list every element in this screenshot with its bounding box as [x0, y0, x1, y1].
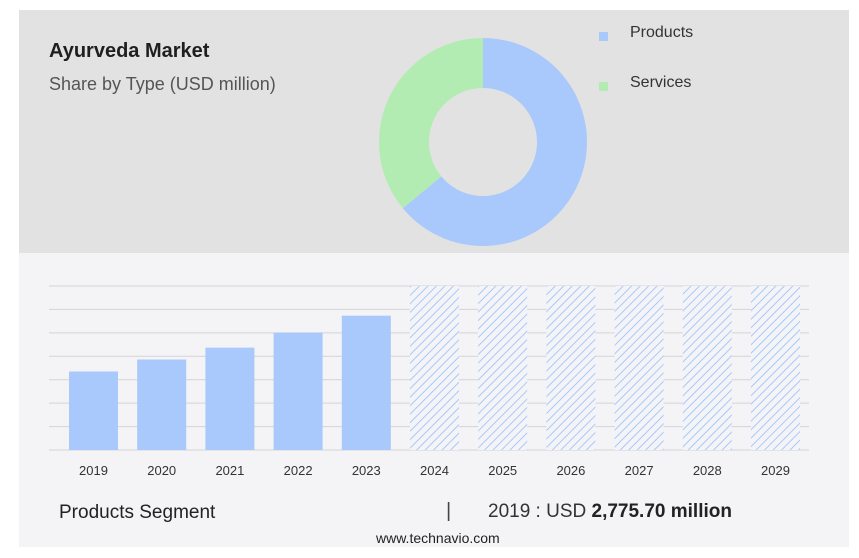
donut-slice-products	[402, 38, 587, 246]
bar-2021	[205, 347, 255, 450]
stat-prefix: 2019 : USD	[488, 501, 587, 522]
footer-divider: |	[446, 500, 452, 522]
bar-chart-area: 2019 2020 2021 2022 2023 2024 2025 2026 2027 2028…	[19, 253, 849, 483]
x-tick-label-2021: 2021	[215, 463, 244, 478]
forecast-bar-2024	[410, 286, 459, 450]
legend-label-products: Products	[630, 24, 694, 41]
forecast-bar-2025	[478, 286, 528, 450]
x-tick-label-2020: 2020	[147, 463, 176, 478]
x-tick-label-2025: 2025	[488, 463, 517, 478]
legend-swatch-products	[599, 32, 608, 41]
infographic-card: Ayurveda Market Share by Type (USD milli…	[19, 10, 849, 547]
stat-value: 2,775.70 million	[591, 501, 732, 522]
x-tick-label-2023: 2023	[352, 463, 381, 478]
share-panel: Ayurveda Market Share by Type (USD milli…	[19, 10, 849, 253]
chart-subtitle: Share by Type (USD million)	[49, 74, 276, 94]
forecast-bar-2026	[546, 286, 596, 450]
legend-swatch-services	[599, 82, 608, 91]
segment-label: Products Segment	[59, 502, 216, 523]
forecast-bar-2028	[682, 286, 732, 450]
donut-chart	[378, 38, 587, 246]
x-tick-label-2028: 2028	[693, 463, 722, 478]
forecast-bar-2027	[614, 286, 664, 450]
website-link[interactable]: www.technavio.com	[376, 530, 500, 546]
segment-stat: 2019 : USD 2,775.70 million	[488, 501, 732, 523]
legend-item-services: Services	[599, 74, 749, 124]
bar-2022	[273, 332, 323, 450]
footer: Products Segment | 2019 : USD 2,775.70 m…	[19, 490, 849, 547]
bar-2023	[341, 315, 391, 450]
legend-item-products: Products	[599, 24, 749, 74]
donut-slice-services	[378, 38, 483, 209]
x-tick-label-2026: 2026	[556, 463, 585, 478]
bar-2020	[137, 359, 187, 450]
legend-label-services: Services	[630, 74, 692, 91]
x-tick-label-2029: 2029	[761, 463, 790, 478]
x-tick-label-2027: 2027	[625, 463, 654, 478]
bar-chart: 2019 2020 2021 2022 2023 2024 2025 2026 2027 2028…	[49, 285, 809, 478]
chart-title: Ayurveda Market	[49, 40, 210, 62]
forecast-bar-2029	[751, 286, 800, 450]
x-tick-label-2019: 2019	[79, 463, 108, 478]
x-tick-label-2022: 2022	[284, 463, 313, 478]
x-tick-label-2024: 2024	[420, 463, 449, 478]
bar-2019	[69, 371, 118, 450]
legend: Products Services	[599, 24, 749, 124]
